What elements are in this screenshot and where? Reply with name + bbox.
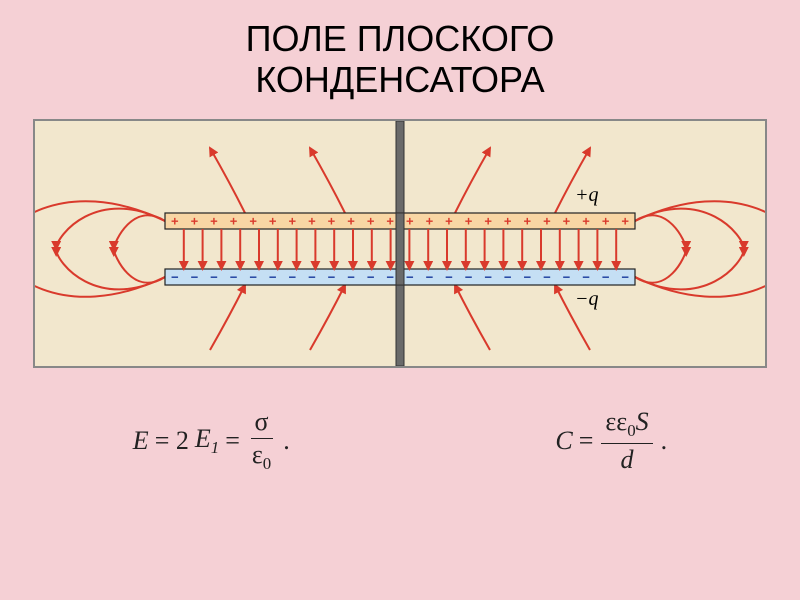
top-plate-charge: + bbox=[504, 213, 512, 228]
f1-E: E bbox=[133, 426, 149, 456]
top-plate-charge: + bbox=[249, 213, 257, 228]
top-plate-charge: + bbox=[347, 213, 355, 228]
bottom-plate-charge: − bbox=[426, 269, 434, 284]
bottom-plate-charge: − bbox=[347, 269, 355, 284]
bottom-plate-charge: − bbox=[523, 269, 531, 284]
page-title: ПОЛЕ ПЛОСКОГО КОНДЕНСАТОРА bbox=[0, 0, 800, 101]
title-line-2: КОНДЕНСАТОРА bbox=[255, 59, 544, 100]
formula-capacitance: C = εε0S d . bbox=[555, 408, 667, 474]
f1-eq2: = bbox=[225, 426, 240, 456]
bottom-plate-charge: − bbox=[543, 269, 551, 284]
top-plate-charge: + bbox=[543, 213, 551, 228]
capacitor-svg: ++++++++++++++++++++++++−−−−−−−−−−−−−−−−… bbox=[35, 121, 765, 366]
f1-num: σ bbox=[251, 408, 273, 440]
top-plate-charge: + bbox=[386, 213, 394, 228]
top-plate-charge: + bbox=[406, 213, 414, 228]
fringe-loop bbox=[56, 208, 165, 289]
top-plate-charge: + bbox=[484, 213, 492, 228]
bottom-plate-charge: − bbox=[210, 269, 218, 284]
fringe-loop bbox=[114, 215, 165, 282]
escape-arrow-top bbox=[455, 148, 490, 213]
top-plate-charge: + bbox=[563, 213, 571, 228]
label-minus-q: −q bbox=[575, 288, 599, 310]
bottom-plate-charge: − bbox=[367, 269, 375, 284]
escape-arrow-bottom bbox=[310, 285, 345, 350]
top-plate-charge: + bbox=[523, 213, 531, 228]
bottom-plate-charge: − bbox=[602, 269, 610, 284]
f1-den: ε0 bbox=[248, 439, 275, 474]
bottom-plate-charge: − bbox=[328, 269, 336, 284]
f2-den: d bbox=[617, 444, 638, 475]
escape-arrow-top bbox=[210, 148, 245, 213]
top-plate-charge: + bbox=[445, 213, 453, 228]
top-plate-charge: + bbox=[367, 213, 375, 228]
bottom-plate-charge: − bbox=[269, 269, 277, 284]
top-plate-charge: + bbox=[621, 213, 629, 228]
formula-field-strength: E = 2 E1 = σ ε0 . bbox=[133, 408, 290, 474]
bottom-plate-charge: − bbox=[386, 269, 394, 284]
bottom-plate-charge: − bbox=[249, 269, 257, 284]
formulas-row: E = 2 E1 = σ ε0 . C = εε0S d . bbox=[0, 408, 800, 474]
fringe-loop bbox=[635, 208, 744, 289]
capacitor-diagram: ++++++++++++++++++++++++−−−−−−−−−−−−−−−−… bbox=[33, 119, 767, 368]
top-plate-charge: + bbox=[308, 213, 316, 228]
escape-arrow-top bbox=[310, 148, 345, 213]
f1-eq1: = 2 bbox=[155, 426, 189, 456]
bottom-plate-charge: − bbox=[230, 269, 238, 284]
f2-fraction: εε0S d bbox=[601, 408, 652, 474]
f2-tail: . bbox=[661, 426, 668, 456]
escape-arrow-bottom bbox=[455, 285, 490, 350]
escape-arrow-bottom bbox=[210, 285, 245, 350]
top-plate-charge: + bbox=[582, 213, 590, 228]
bottom-plate-charge: − bbox=[484, 269, 492, 284]
top-plate-charge: + bbox=[288, 213, 296, 228]
bottom-plate-charge: − bbox=[406, 269, 414, 284]
f2-num: εε0S bbox=[601, 408, 652, 444]
top-plate-charge: + bbox=[328, 213, 336, 228]
f1-fraction: σ ε0 bbox=[248, 408, 275, 474]
top-plate-charge: + bbox=[191, 213, 199, 228]
f1-tail: . bbox=[283, 426, 290, 456]
bottom-plate-charge: − bbox=[621, 269, 629, 284]
f2-eq: = bbox=[579, 426, 594, 456]
bottom-plate-charge: − bbox=[504, 269, 512, 284]
f2-C: C bbox=[555, 426, 572, 456]
bottom-plate-charge: − bbox=[563, 269, 571, 284]
top-plate-charge: + bbox=[210, 213, 218, 228]
top-plate-charge: + bbox=[426, 213, 434, 228]
bottom-plate-charge: − bbox=[445, 269, 453, 284]
bottom-plate-charge: − bbox=[191, 269, 199, 284]
bottom-plate-charge: − bbox=[171, 269, 179, 284]
top-plate-charge: + bbox=[171, 213, 179, 228]
top-plate-charge: + bbox=[465, 213, 473, 228]
bottom-plate-charge: − bbox=[308, 269, 316, 284]
label-plus-q: +q bbox=[575, 184, 599, 206]
fringe-loop bbox=[635, 215, 686, 282]
f1-E1: E1 bbox=[195, 424, 219, 458]
top-plate-charge: + bbox=[602, 213, 610, 228]
top-plate-charge: + bbox=[269, 213, 277, 228]
bottom-plate-charge: − bbox=[288, 269, 296, 284]
title-line-1: ПОЛЕ ПЛОСКОГО bbox=[246, 18, 555, 59]
bottom-plate-charge: − bbox=[465, 269, 473, 284]
top-plate-charge: + bbox=[230, 213, 238, 228]
bottom-plate-charge: − bbox=[582, 269, 590, 284]
